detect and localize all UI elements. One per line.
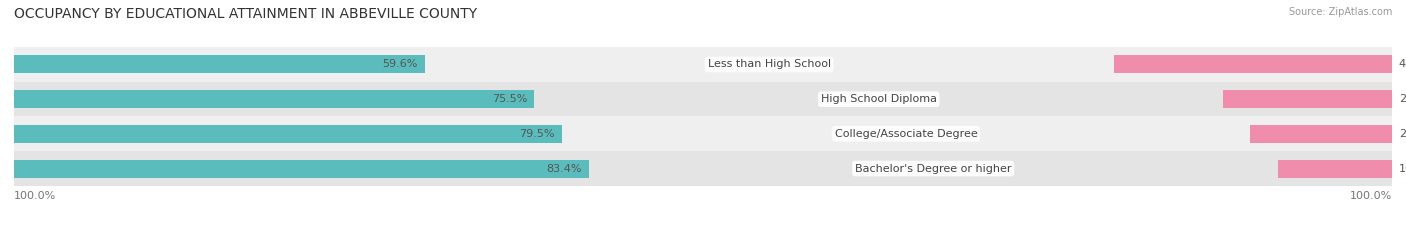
Text: 24.5%: 24.5% <box>1399 94 1406 104</box>
Text: 40.4%: 40.4% <box>1399 59 1406 69</box>
Text: 59.6%: 59.6% <box>382 59 418 69</box>
Text: 16.6%: 16.6% <box>1399 164 1406 174</box>
Text: 79.5%: 79.5% <box>519 129 555 139</box>
Text: 100.0%: 100.0% <box>1350 191 1392 201</box>
Bar <box>14 90 534 108</box>
Text: College/Associate Degree: College/Associate Degree <box>835 129 977 139</box>
Text: Source: ZipAtlas.com: Source: ZipAtlas.com <box>1288 7 1392 17</box>
Bar <box>14 151 1392 186</box>
Text: 75.5%: 75.5% <box>492 94 527 104</box>
Bar <box>14 116 1392 151</box>
Text: Bachelor's Degree or higher: Bachelor's Degree or higher <box>855 164 1011 174</box>
Bar <box>1223 90 1392 108</box>
Bar <box>14 82 1392 116</box>
Text: 83.4%: 83.4% <box>547 164 582 174</box>
Text: OCCUPANCY BY EDUCATIONAL ATTAINMENT IN ABBEVILLE COUNTY: OCCUPANCY BY EDUCATIONAL ATTAINMENT IN A… <box>14 7 477 21</box>
Text: High School Diploma: High School Diploma <box>821 94 936 104</box>
Bar <box>1250 125 1392 143</box>
Text: Less than High School: Less than High School <box>707 59 831 69</box>
Text: 100.0%: 100.0% <box>14 191 56 201</box>
Bar <box>14 160 589 178</box>
Text: 20.6%: 20.6% <box>1399 129 1406 139</box>
Bar <box>14 47 1392 82</box>
Bar <box>14 125 562 143</box>
Bar <box>1114 55 1392 73</box>
Bar <box>1278 160 1392 178</box>
Bar <box>14 55 425 73</box>
